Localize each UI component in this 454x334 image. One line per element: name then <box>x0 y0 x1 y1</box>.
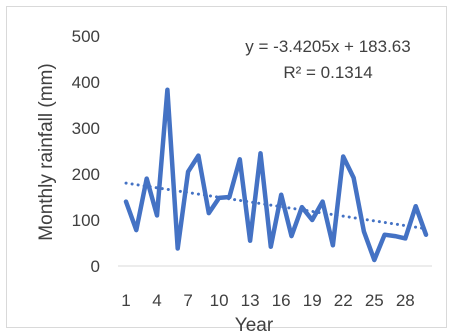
x-axis-title: Year <box>235 315 274 334</box>
x-tick-label: 16 <box>272 291 291 310</box>
y-tick-label: 300 <box>72 119 100 138</box>
chart-area <box>6 6 447 328</box>
y-tick-labels: 0 100 200 300 400 500 <box>72 27 100 276</box>
x-tick-label: 13 <box>241 291 260 310</box>
y-tick-label: 200 <box>72 165 100 184</box>
trendline-equation: y = -3.4205x + 183.63 <box>245 37 410 56</box>
y-tick-label: 400 <box>72 73 100 92</box>
x-tick-label: 7 <box>183 291 192 310</box>
x-tick-label: 22 <box>334 291 353 310</box>
x-tick-label: 4 <box>152 291 161 310</box>
trendline-r2: R² = 0.1314 <box>283 63 372 82</box>
trendline <box>124 181 428 231</box>
series-line <box>123 87 429 263</box>
x-tick-label: 1 <box>121 291 130 310</box>
y-tick-label: 100 <box>72 211 100 230</box>
y-tick-label: 0 <box>91 257 100 276</box>
y-axis-title: Monthly rainfall (mm) <box>36 63 57 240</box>
x-tick-labels: 1 4 7 10 13 16 19 22 25 28 <box>121 291 415 310</box>
x-tick-label: 25 <box>365 291 384 310</box>
x-tick-label: 10 <box>210 291 229 310</box>
x-tick-label: 19 <box>303 291 322 310</box>
x-tick-label: 28 <box>396 291 415 310</box>
y-tick-label: 500 <box>72 27 100 46</box>
